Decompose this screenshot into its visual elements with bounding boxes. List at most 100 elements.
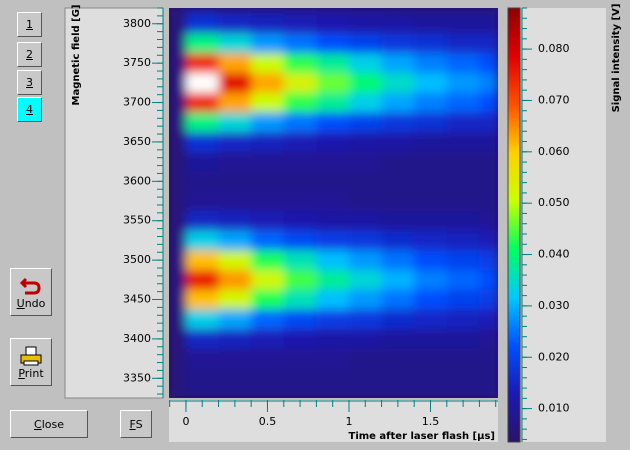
heatmap-cell: [283, 151, 317, 172]
heatmap-cell: [283, 329, 317, 350]
heatmap-cell: [185, 171, 220, 192]
heatmap-cell: [283, 8, 317, 15]
heatmap-cell: [381, 112, 415, 133]
heatmap-cell: [218, 13, 252, 35]
print-button[interactable]: Print: [10, 338, 52, 386]
heatmap-cell: [251, 289, 285, 310]
heatmap-cell: [218, 112, 252, 133]
heatmap-cell: [185, 309, 220, 330]
heatmap-cell: [348, 171, 383, 192]
colorbar-tick-label: 0.060: [538, 145, 570, 158]
heatmap-cell: [251, 230, 285, 251]
y-tick-label: 3800: [123, 17, 151, 30]
heatmap-cell: [381, 171, 415, 192]
heatmap-cell: [169, 13, 187, 35]
heatmap-cell: [316, 112, 350, 133]
undo-button[interactable]: Undo: [10, 268, 52, 316]
heatmap-cell: [169, 289, 187, 310]
page-button[interactable]: 1: [17, 12, 42, 37]
heatmap-cell: [414, 210, 448, 232]
heatmap-cell: [479, 53, 498, 74]
heatmap-cell: [169, 132, 187, 153]
heatmap-cell: [283, 230, 317, 251]
heatmap-cell: [316, 388, 350, 398]
heatmap-cell: [479, 388, 498, 398]
heatmap-cell: [283, 171, 317, 192]
colorbar-tick-label: 0.040: [538, 248, 570, 261]
colorbar-tick-label: 0.020: [538, 350, 570, 363]
heatmap-cell: [218, 53, 252, 74]
heatmap-cell: [446, 210, 480, 232]
heatmap-cell: [381, 33, 415, 54]
y-axis-label: Magnetic field [G]: [71, 5, 82, 106]
heatmap-cell: [283, 53, 317, 74]
heatmap-cell: [316, 92, 350, 113]
heatmap-cell: [218, 250, 252, 271]
close-button[interactable]: Close: [10, 410, 88, 438]
heatmap-cell: [185, 191, 220, 212]
heatmap-cell: [283, 388, 317, 398]
heatmap-cell: [381, 8, 415, 15]
heatmap-cell: [169, 210, 187, 232]
fs-button[interactable]: FS: [120, 410, 152, 438]
heatmap-cell: [169, 269, 187, 291]
heatmap-cell: [218, 230, 252, 251]
heatmap-cell: [169, 368, 187, 389]
y-tick-label: 3700: [123, 96, 151, 109]
heatmap-cell: [479, 348, 498, 369]
heatmap-cell: [283, 368, 317, 389]
heatmap-cell: [414, 368, 448, 389]
heatmap-cell: [414, 132, 448, 153]
heatmap-cell: [446, 250, 480, 271]
heatmap-cell: [218, 289, 252, 310]
heatmap-cell: [479, 8, 498, 15]
colorbar-tick-label: 0.050: [538, 196, 570, 209]
heatmap-cell: [446, 132, 480, 153]
heatmap-cell: [446, 348, 480, 369]
colorbar-tick-label: 0.070: [538, 93, 570, 106]
heatmap-cell: [185, 289, 220, 310]
heatmap-cell: [479, 171, 498, 192]
y-tick-label: 3400: [123, 332, 151, 345]
heatmap-cell: [446, 171, 480, 192]
heatmap-cell: [479, 132, 498, 153]
close-label: Close: [34, 417, 64, 431]
heatmap-cell: [414, 8, 448, 15]
heatmap-cell: [283, 289, 317, 310]
heatmap-cell: [251, 368, 285, 389]
heatmap-cell: [348, 73, 383, 94]
heatmap-cell: [446, 388, 480, 398]
heatmap-cell: [283, 132, 317, 153]
heatmap-cell: [185, 73, 220, 94]
y-tick-label: 3500: [123, 253, 151, 266]
heatmap-cell: [316, 348, 350, 369]
heatmap-cell: [446, 191, 480, 212]
heatmap-cell: [381, 348, 415, 369]
heatmap-cell: [283, 33, 317, 54]
heatmap-cell: [446, 13, 480, 35]
heatmap-cell: [479, 368, 498, 389]
colorbar-tick-label: 0.080: [538, 42, 570, 55]
heatmap-cell: [348, 289, 383, 310]
colorbar-axis-panel: [522, 8, 606, 442]
heatmap-cell: [414, 230, 448, 251]
heatmap-cell: [479, 230, 498, 251]
heatmap-cell: [381, 92, 415, 113]
heatmap-cell: [185, 348, 220, 369]
heatmap-cell: [169, 112, 187, 133]
heatmap-cell: [316, 53, 350, 74]
heatmap-cell: [169, 171, 187, 192]
x-tick-label: 1: [345, 415, 352, 428]
page-button[interactable]: 2: [17, 42, 42, 67]
heatmap-cell: [446, 112, 480, 133]
heatmap-cell: [251, 329, 285, 350]
heatmap-cell: [316, 73, 350, 94]
page-button[interactable]: 4: [17, 97, 42, 122]
heatmap-cell: [479, 112, 498, 133]
page-button[interactable]: 3: [17, 70, 42, 95]
heatmap-cell: [251, 348, 285, 369]
heatmap-cell: [446, 92, 480, 113]
heatmap-cell: [251, 112, 285, 133]
